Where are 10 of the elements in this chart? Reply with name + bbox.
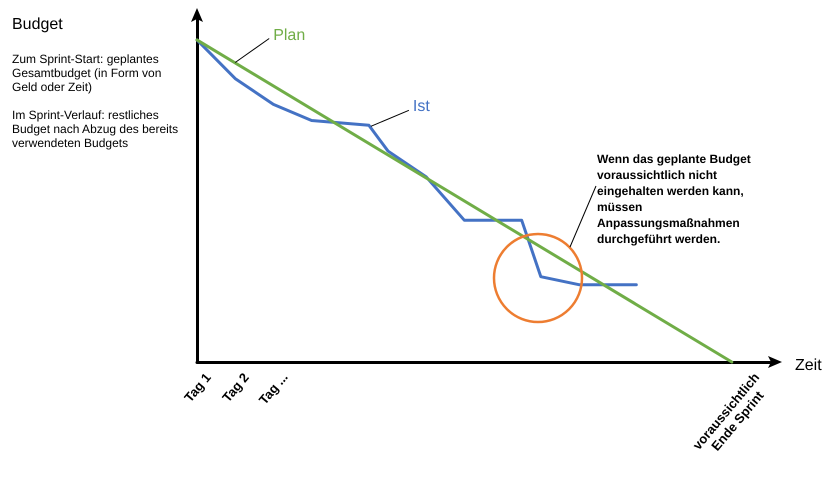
text: Budget — [12, 16, 63, 34]
text: Plan — [273, 26, 306, 44]
text: Im Sprint-Verlauf: restliches Budget nach Abzug des bereits verwendeten Budgets — [12, 108, 180, 150]
x-tick-label: Tag ... — [256, 370, 291, 408]
x-tick-label: Tag 2 — [218, 370, 252, 405]
x-tick-label: Tag 1 — [180, 370, 214, 405]
annotation: Wenn das geplante Budget voraussichtlich nicht eingehalten werden kann, müssen Anpassungsmaßnahmen durchgeführt werden. — [597, 151, 752, 247]
text: Ist — [412, 98, 430, 116]
x-axis-title: Zeit — [795, 357, 822, 375]
text: Zum Sprint-Start: geplantes Gesamtbudget (in Form von Geld oder Zeit) — [12, 52, 162, 94]
